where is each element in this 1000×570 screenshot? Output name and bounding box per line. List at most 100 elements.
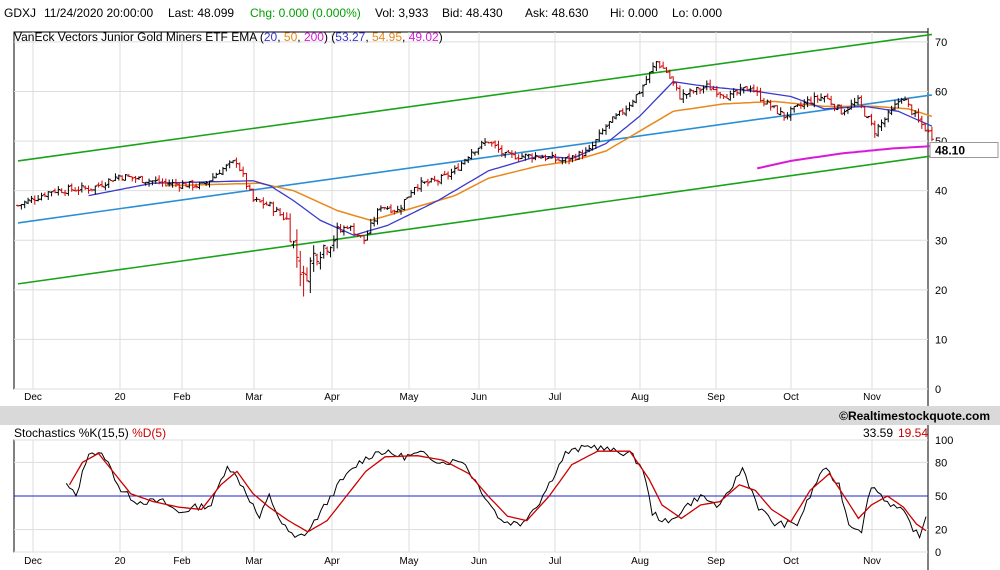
price-legend: VanEck Vectors Junior Gold Miners ETF EM…: [14, 30, 443, 44]
ohlc-bar: [442, 170, 447, 176]
stoch-y-tick-label: 0: [935, 547, 941, 559]
ohlc-bar: [819, 93, 824, 102]
ohlc-bar: [546, 155, 551, 159]
ohlc-bar: [130, 176, 135, 182]
ohlc-bar: [822, 95, 827, 103]
legend-period-50: 50: [284, 30, 298, 44]
ohlc-bar: [869, 113, 874, 126]
ohlc-bar: [560, 157, 565, 165]
high: Hi: 0.000: [610, 6, 659, 20]
quote-datetime: 11/24/2020 20:00:00: [44, 6, 154, 20]
stoch-x-tick-label: Oct: [783, 556, 799, 567]
ohlc-bar: [49, 191, 54, 197]
ohlc-bar: [123, 174, 128, 181]
ohlc-bar: [916, 108, 921, 123]
ohlc-bar: [815, 94, 820, 103]
ohlc-bar: [446, 171, 451, 180]
ohlc-bar: [251, 188, 256, 202]
ohlc-bar: [835, 104, 840, 111]
ohlc-bar: [399, 204, 404, 215]
ohlc-bar: [308, 257, 313, 294]
ohlc-bar: [217, 169, 222, 175]
ohlc-bar: [630, 99, 635, 108]
legend-value-20: 53.27: [335, 30, 365, 44]
ohlc-bar: [106, 178, 111, 189]
last-price: Last: 48.099: [168, 6, 235, 20]
ohlc-bar: [634, 94, 639, 104]
ohlc-bar: [620, 108, 625, 116]
ohlc-bar: [798, 101, 803, 109]
ohlc-bar: [543, 154, 548, 162]
stoch-x-tick-label: Aug: [631, 556, 649, 567]
ohlc-bar: [627, 102, 632, 112]
ohlc-bar: [577, 150, 582, 160]
ohlc-bar: [778, 107, 783, 116]
price-x-tick-label: Sep: [707, 392, 725, 403]
ohlc-bar: [26, 197, 31, 205]
price-x-tick-label: May: [400, 392, 419, 403]
ohlc-bar: [694, 86, 699, 95]
ohlc-bar: [304, 267, 309, 282]
price-y-tick-label: 60: [935, 87, 947, 99]
ohlc-bar: [462, 158, 467, 165]
ohlc-bar: [489, 141, 494, 147]
ohlc-bar: [22, 200, 27, 209]
ohlc-bar: [325, 246, 330, 256]
stoch-y-tick-label: 100: [935, 435, 953, 447]
ohlc-bar: [859, 95, 864, 109]
ohlc-bar: [688, 88, 692, 98]
price-x-tick-label: Mar: [245, 392, 263, 403]
low: Lo: 0.000: [672, 6, 723, 20]
legend-sep: ,: [402, 30, 409, 44]
price-chart: 0 10 20 30 40 50 60 70 Dec 20 Feb Mar Apr May Jun Jul Au…: [13, 28, 999, 406]
stoch-d-label: %D(5): [132, 426, 166, 440]
ohlc-bar: [294, 229, 299, 268]
ohlc-bar: [100, 180, 104, 188]
legend-sep: ,: [277, 30, 284, 44]
stoch-d-line: [68, 450, 927, 533]
ohlc-bar: [509, 150, 514, 159]
price-x-tick-label: Oct: [783, 392, 799, 403]
stoch-x-tick-label: Sep: [707, 556, 725, 567]
last-price-box: [929, 142, 999, 159]
ohlc-bar: [563, 157, 568, 164]
ohlc-bar: [66, 184, 71, 196]
ohlc-bar: [466, 156, 471, 164]
ohlc-bar: [204, 181, 209, 186]
ohlc-bar: [751, 84, 756, 93]
ohlc-bar: [748, 85, 753, 93]
ohlc-bar: [523, 153, 528, 161]
ohlc-bar: [39, 192, 44, 201]
ohlc-bar: [103, 182, 108, 191]
ohlc-bar: [792, 105, 797, 113]
ohlc-bar: [724, 94, 729, 100]
ohlc-bar: [674, 82, 679, 91]
price-y-tick-label: 20: [935, 285, 947, 297]
ohlc-bar: [432, 175, 437, 182]
ohlc-bar: [698, 87, 703, 94]
ohlc-bar: [667, 69, 672, 79]
ask: Ask: 48.630: [525, 6, 589, 20]
stoch-k-line: [65, 444, 927, 540]
legend-sep: ,: [297, 30, 304, 44]
ohlc-bar: [328, 246, 333, 258]
ohlc-bar: [365, 230, 370, 241]
symbol: GDXJ: [4, 6, 37, 20]
ohlc-bar: [160, 178, 165, 187]
ohlc-bar: [425, 178, 430, 187]
credit-text: ©Realtimestockquote.com: [839, 409, 990, 423]
bid: Bid: 48.430: [442, 6, 503, 20]
ohlc-bar: [899, 97, 904, 104]
ohlc-bar: [231, 160, 236, 164]
stoch-x-tick-label: Jun: [471, 556, 487, 567]
ohlc-bar: [110, 180, 115, 182]
ohlc-bar: [657, 61, 662, 69]
ohlc-bar: [73, 187, 78, 192]
ohlc-bar: [802, 99, 807, 110]
stoch-y-tick-label: 50: [935, 491, 947, 503]
ohlc-bar: [331, 235, 336, 252]
stoch-x-tick-label: May: [400, 556, 419, 567]
ohlc-bar: [385, 206, 390, 210]
ohlc-bar: [163, 178, 168, 187]
stoch-k-label: Stochastics %K(15,5): [14, 426, 132, 440]
